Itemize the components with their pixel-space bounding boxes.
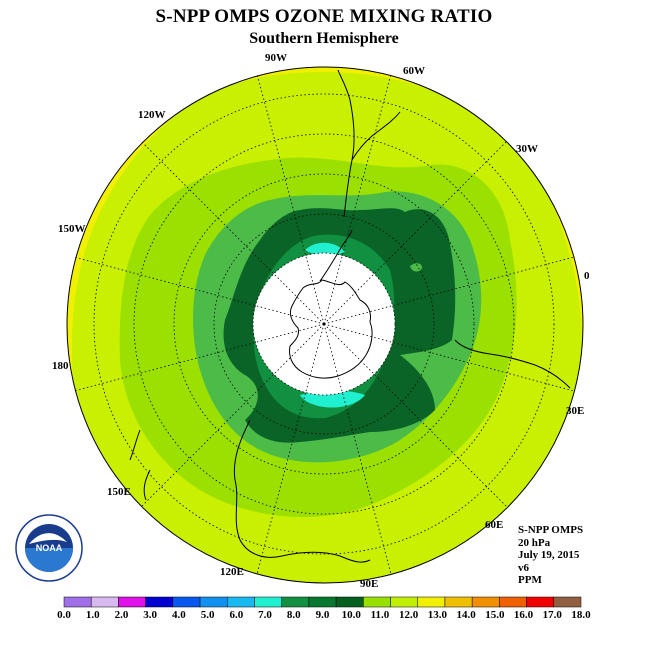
meridian-line [323, 256, 574, 325]
logo-water [25, 548, 73, 572]
colorbar-swatch [471, 596, 500, 608]
antarctic-peninsula-coastline [319, 229, 353, 282]
lon-label-90w: 90W [265, 52, 287, 64]
colorbar-label: 12.0 [399, 609, 419, 621]
colorbar-label: 1.0 [86, 609, 100, 621]
latitude-circle [133, 133, 515, 515]
antarctica-coastline [289, 279, 373, 379]
lon-label-180: 180 [52, 360, 69, 372]
meridian-line [256, 323, 325, 574]
colorbar-swatch [363, 596, 391, 608]
colorbar-swatch [145, 596, 174, 608]
colorbar-swatch [499, 596, 527, 608]
lon-label-120e: 120E [220, 566, 244, 578]
new-zealand-coastline [129, 429, 151, 501]
south-america-coastline [337, 69, 401, 218]
colorbar-swatch [390, 596, 418, 608]
colorbar-swatch [444, 596, 473, 608]
colorbar-swatch [526, 596, 555, 608]
graticule [74, 74, 574, 574]
colorbar-swatch [254, 596, 282, 608]
meridian-line [74, 323, 325, 392]
latitude-circle [252, 252, 396, 396]
africa-coastline [454, 339, 571, 389]
lon-label-150e: 150E [107, 486, 131, 498]
colorbar-label: 7.0 [258, 609, 272, 621]
colorbar-swatch [417, 596, 446, 608]
meridian-line [323, 141, 507, 325]
lon-label-90e: 90E [360, 578, 378, 590]
lon-label-120w: 120W [138, 109, 166, 121]
lon-label-60w: 60W [403, 65, 425, 77]
colorbar-label: 18.0 [571, 609, 591, 621]
colorbar-label: 11.0 [371, 609, 390, 621]
colorbar-swatch [199, 596, 228, 608]
colorbar-swatch [118, 596, 146, 608]
map-subtitle: Southern Hemisphere [249, 30, 399, 47]
bird-icon [29, 533, 67, 544]
colorbar-label: 5.0 [201, 609, 215, 621]
colorbar-label: 14.0 [456, 609, 476, 621]
info-instrument: S-NPP OMPS [518, 524, 584, 536]
map-title: S-NPP OMPS OZONE MIXING RATIO [155, 6, 493, 27]
colorbar-swatch [553, 596, 582, 608]
meridian-line [74, 256, 325, 325]
info-version: v6 [518, 561, 529, 574]
colorbar-label: 9.0 [316, 609, 330, 621]
colorbar-swatch [281, 596, 310, 608]
colorbar-label: 2.0 [115, 609, 129, 621]
colorbar-swatch [335, 596, 364, 608]
colorbar-swatch [227, 596, 255, 608]
lon-label-60e: 60E [485, 519, 503, 531]
meridian-line [141, 323, 325, 507]
colorbar-label: 4.0 [172, 609, 186, 621]
meridian-line [323, 323, 507, 507]
coastlines [129, 69, 571, 563]
logo-text: NOAA [36, 543, 63, 553]
colorbar-label: 3.0 [143, 609, 157, 621]
longitude-labels: 90W 60W 30W 0 30E 60E 90E 120E 150E 180 … [52, 52, 590, 590]
colorbar-label: 10.0 [342, 609, 362, 621]
latitude-circle [213, 213, 435, 435]
meridian-line [323, 323, 574, 392]
latitude-circle [93, 93, 555, 555]
colorbar-swatch [308, 596, 337, 608]
ozone-level-7-8 [305, 242, 345, 256]
south-pole-dot [322, 322, 326, 326]
meridian-line [141, 141, 325, 325]
lon-label-0: 0 [584, 270, 590, 282]
latitude-circle [173, 173, 475, 475]
colorbar-label: 6.0 [229, 609, 243, 621]
colorbar-label: 17.0 [543, 609, 563, 621]
info-pressure: 20 hPa [518, 536, 551, 549]
info-block: S-NPP OMPS 20 hPa July 19, 2015 v6 PPM [518, 524, 583, 587]
colorbar-label: 16.0 [514, 609, 534, 621]
colorbar-boxes [63, 596, 582, 608]
colorbar-labels: 0.0 1.0 2.0 3.0 4.0 5.0 6.0 7.0 8.0 9.0 10.0 11.0 12… [57, 609, 591, 621]
info-units: PPM [518, 574, 542, 586]
noaa-logo: NOAA [15, 514, 83, 582]
info-date: July 19, 2015 [518, 549, 580, 561]
colorbar-label: 13.0 [428, 609, 448, 621]
colorbar-swatch [90, 596, 119, 608]
colorbar-label: 15.0 [485, 609, 505, 621]
colorbar-label: 0.0 [57, 609, 71, 621]
meridian-line [323, 74, 392, 325]
meridian-line [256, 74, 325, 325]
ozone-level-7-8 [300, 390, 365, 408]
lon-label-30e: 30E [566, 405, 584, 417]
map-boundary [66, 66, 584, 584]
meridian-line [323, 323, 392, 574]
lon-label-150w: 150W [58, 223, 86, 235]
ozone-level-9-10-spot [410, 263, 422, 272]
colorbar-swatch [172, 596, 201, 608]
colorbar-swatch [63, 596, 92, 608]
australia-coastline [233, 419, 371, 563]
lon-label-30w: 30W [516, 143, 538, 155]
colorbar-label: 8.0 [287, 609, 301, 621]
